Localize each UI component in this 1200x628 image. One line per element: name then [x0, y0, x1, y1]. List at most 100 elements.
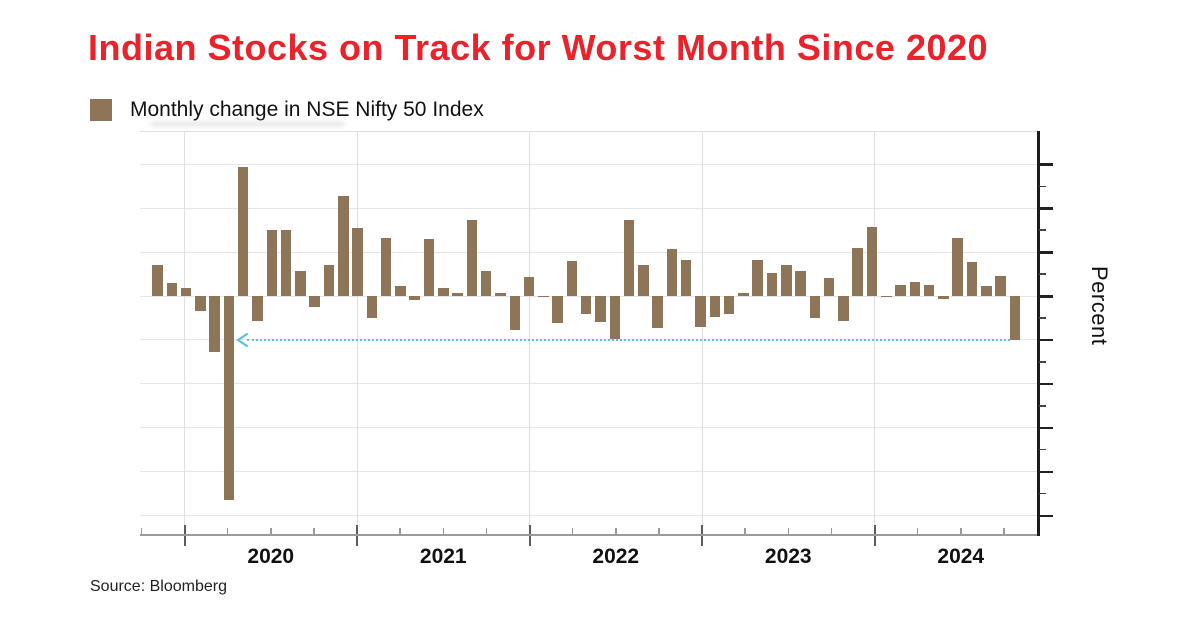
y-minor-tick-7.5: [1039, 229, 1046, 231]
gridline-h--10: [140, 383, 1039, 385]
gridline-year-2021: [356, 132, 358, 534]
bar-2020-06: [266, 230, 278, 296]
y-tick--25: [1039, 514, 1053, 517]
bar-2023-06: [781, 265, 792, 296]
gridline-year-2023: [701, 132, 703, 534]
bar-2022-07: [623, 219, 635, 296]
bar-2020-01: [195, 296, 206, 311]
bar-2020-10: [323, 265, 335, 296]
bar-2019-12: [180, 288, 192, 296]
bar-2024-06: [952, 238, 963, 296]
x-label-2021: 2021: [419, 545, 467, 568]
y-tick-10: [1039, 207, 1053, 210]
bar-2022-08: [638, 265, 649, 296]
y-tick--5: [1039, 338, 1053, 342]
gridline-year-2020: [184, 132, 185, 534]
bar-2020-04: [237, 166, 249, 296]
bar-2021-01: [366, 296, 378, 318]
gridline-h--20: [140, 471, 1039, 473]
x-minor-tick-2020-04: [226, 528, 229, 534]
x-minor-tick-2023-07: [787, 528, 789, 534]
gridline-h--15: [140, 427, 1039, 429]
bar-2019-11: [166, 282, 178, 296]
plot-area: 2020 2021 2022 2023 2024: [140, 131, 1053, 568]
legend: Monthly change in NSE Nifty 50 Index: [90, 98, 484, 122]
bar-2021-08: [466, 219, 478, 296]
y-axis-title: Percent: [1087, 266, 1112, 346]
y-tick--15: [1039, 426, 1053, 430]
x-axis-line: [140, 534, 1039, 536]
x-minor-tick-2021-07: [442, 528, 444, 534]
bar-2023-08: [809, 296, 821, 318]
bar-2020-08: [295, 271, 306, 296]
y-minor-tick--17.5: [1039, 448, 1046, 451]
x-minor-tick-2022-10: [658, 528, 660, 534]
x-minor-tick-2020-10: [313, 528, 315, 534]
bar-2024-08: [981, 286, 992, 296]
bar-2021-03: [395, 286, 406, 296]
worst-month-reference-line: [246, 338, 1010, 341]
x-minor-tick-2024-07: [960, 528, 962, 534]
y-tick-0: [1039, 295, 1053, 298]
y-minor-tick--12.5: [1039, 405, 1046, 407]
bar-2024-01: [881, 296, 892, 298]
bar-2023-02: [723, 296, 735, 314]
x-label-2022: 2022: [592, 545, 640, 568]
source-note: Source: Bloomberg: [90, 578, 227, 595]
left-arrow-icon: [235, 332, 249, 353]
gridline-h-10: [140, 207, 1039, 209]
bar-2021-12: [523, 276, 535, 296]
y-minor-tick--2.5: [1039, 317, 1046, 319]
bar-2024-04: [923, 285, 935, 296]
x-minor-tick-2021-04: [399, 528, 401, 534]
bar-2024-10: [1009, 296, 1021, 340]
bar-2021-11: [509, 296, 520, 331]
gridline-year-2024: [874, 132, 875, 534]
faded-text-artifact: [150, 121, 345, 127]
bar-2020-09: [309, 296, 320, 307]
bar-2020-07: [280, 230, 292, 296]
bar-2022-05: [595, 296, 606, 323]
bar-2019-10: [152, 265, 163, 296]
bar-2020-05: [252, 296, 263, 321]
x-minor-tick-2022-07: [615, 528, 617, 534]
bar-2021-09: [480, 271, 492, 296]
gridline-h-15: [140, 163, 1039, 165]
x-minor-tick-2024-10: [1003, 528, 1005, 534]
bar-2022-01: [538, 296, 549, 298]
bar-2023-01: [709, 296, 721, 318]
bar-2023-05: [766, 273, 778, 296]
bar-2021-10: [495, 293, 506, 296]
bar-2021-06: [438, 288, 449, 296]
bar-2022-03: [566, 260, 578, 296]
bar-2020-03: [223, 296, 235, 500]
x-minor-tick-2024-04: [916, 528, 919, 534]
bar-2021-05: [423, 238, 435, 296]
bar-2021-02: [380, 238, 392, 296]
bar-2024-03: [909, 281, 921, 296]
bar-2024-07: [966, 261, 978, 296]
y-tick--20: [1039, 470, 1053, 474]
x-label-2023: 2023: [764, 545, 812, 568]
y-minor-tick--7.5: [1039, 361, 1046, 363]
bar-2024-02: [895, 285, 906, 296]
x-minor-tick-2023-10: [830, 528, 833, 534]
bar-2022-06: [609, 296, 621, 340]
bar-2023-11: [852, 247, 863, 296]
bar-2021-07: [452, 293, 463, 296]
gridline-h--25: [140, 515, 1039, 516]
bar-2024-05: [938, 296, 949, 299]
y-tick-15: [1039, 163, 1053, 166]
bar-2023-12: [866, 226, 878, 296]
bar-2023-03: [738, 293, 749, 296]
x-minor-tick-2021-10: [485, 528, 488, 534]
gridline-h-5: [140, 251, 1039, 253]
chart-title: Indian Stocks on Track for Worst Month S…: [88, 27, 989, 68]
bar-2023-09: [823, 278, 835, 296]
bar-2022-10: [666, 248, 678, 296]
y-minor-tick-2.5: [1039, 273, 1046, 275]
bar-2023-04: [752, 260, 763, 296]
x-label-2024: 2024: [937, 545, 985, 568]
legend-swatch: [90, 99, 112, 121]
x-label-2020: 2020: [247, 545, 295, 568]
